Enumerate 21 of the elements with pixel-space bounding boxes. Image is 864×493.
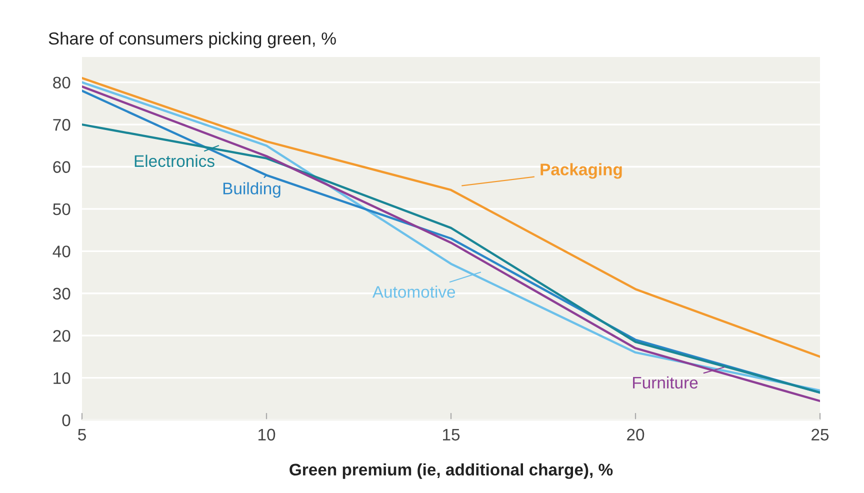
- x-tick-label: 20: [627, 428, 644, 441]
- legend-label: Automotive: [372, 286, 456, 298]
- y-tick-label: 30: [52, 288, 70, 300]
- y-tick-label: 50: [53, 203, 70, 216]
- series-label: Building: [223, 182, 280, 198]
- y-tick-label: 60: [53, 161, 70, 173]
- x-tick-label: 25: [812, 428, 829, 441]
- x-axis-title: Green premium (ie, additional charge), %: [290, 463, 613, 479]
- legend-label: Electronics: [134, 154, 214, 167]
- x-tick-label: 5: [78, 428, 86, 441]
- y-tick-label: 10: [54, 372, 70, 384]
- y-tick-label: 0: [62, 414, 70, 426]
- legend-label: Furniture: [633, 376, 698, 389]
- y-axis-title: Share of consumers picking green, %: [48, 32, 336, 48]
- y-tick-label: 80: [53, 76, 70, 89]
- y-tick-label: 20: [53, 330, 70, 342]
- x-tick-label: 15: [443, 428, 460, 441]
- x-tick-label: 10: [258, 428, 276, 441]
- y-tick-label: 40: [52, 246, 70, 258]
- y-tick-label: 70: [53, 118, 70, 131]
- text: Packaging: [540, 163, 622, 179]
